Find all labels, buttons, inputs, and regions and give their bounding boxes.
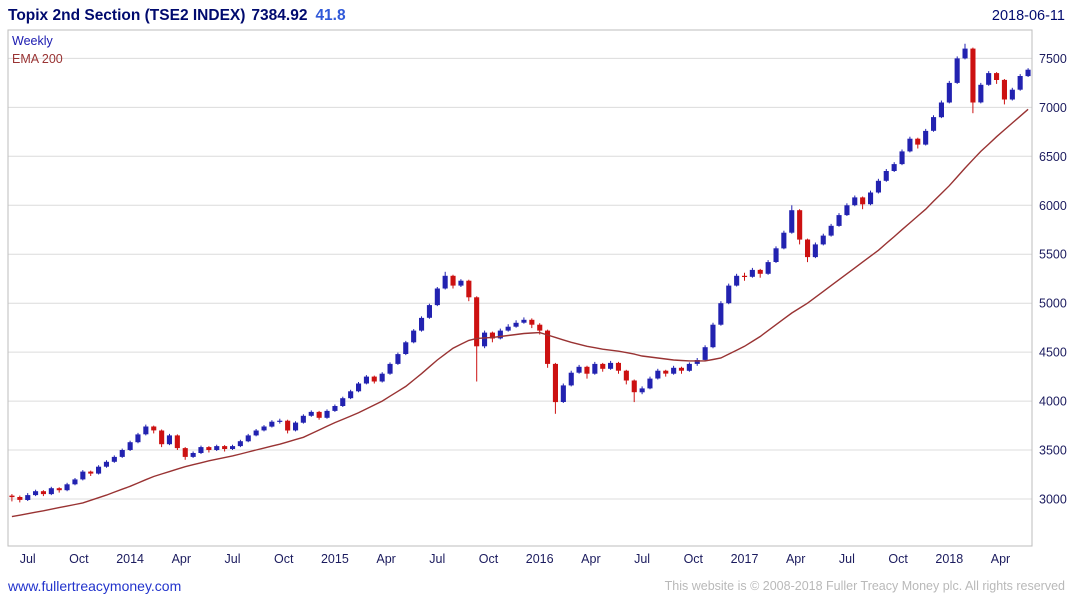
- svg-text:2014: 2014: [116, 552, 144, 566]
- svg-text:3000: 3000: [1039, 493, 1067, 507]
- svg-text:Jul: Jul: [20, 552, 36, 566]
- svg-text:Jul: Jul: [634, 552, 650, 566]
- svg-text:Oct: Oct: [888, 552, 908, 566]
- svg-text:6000: 6000: [1039, 199, 1067, 213]
- svg-text:Oct: Oct: [274, 552, 294, 566]
- svg-text:6500: 6500: [1039, 150, 1067, 164]
- svg-text:4000: 4000: [1039, 395, 1067, 409]
- svg-text:Apr: Apr: [581, 552, 600, 566]
- svg-text:Jul: Jul: [839, 552, 855, 566]
- svg-text:Oct: Oct: [479, 552, 499, 566]
- svg-text:Apr: Apr: [172, 552, 191, 566]
- title-group: Topix 2nd Section (TSE2 INDEX) 7384.92 41.…: [8, 7, 346, 25]
- svg-text:Apr: Apr: [376, 552, 395, 566]
- svg-text:7000: 7000: [1039, 101, 1067, 115]
- svg-text:Apr: Apr: [786, 552, 805, 566]
- price-change: 41.8: [315, 7, 346, 24]
- svg-text:5000: 5000: [1039, 297, 1067, 311]
- svg-text:2016: 2016: [526, 552, 554, 566]
- svg-text:Apr: Apr: [991, 552, 1010, 566]
- svg-text:3500: 3500: [1039, 444, 1067, 458]
- svg-text:Oct: Oct: [69, 552, 89, 566]
- chart-date: 2018-06-11: [991, 8, 1065, 24]
- svg-text:4500: 4500: [1039, 346, 1067, 360]
- svg-text:Oct: Oct: [684, 552, 704, 566]
- svg-text:Jul: Jul: [429, 552, 445, 566]
- page-footer: www.fullertreacymoney.com This website i…: [0, 572, 1075, 600]
- svg-text:5500: 5500: [1039, 248, 1067, 262]
- last-price: 7384.92: [251, 7, 308, 24]
- chart-title: Topix 2nd Section (TSE2 INDEX): [8, 7, 246, 24]
- chart-header: Topix 2nd Section (TSE2 INDEX) 7384.92 41.…: [8, 4, 1065, 28]
- svg-text:2018: 2018: [935, 552, 963, 566]
- copyright-text: This website is © 2008-2018 Fuller Treac…: [664, 579, 1065, 593]
- svg-text:7500: 7500: [1039, 52, 1067, 66]
- website-link[interactable]: www.fullertreacymoney.com: [8, 578, 182, 594]
- svg-text:Jul: Jul: [225, 552, 241, 566]
- svg-text:2017: 2017: [731, 552, 759, 566]
- price-chart-svg[interactable]: 3000 3500 4000 4500 5000 5500 6000 6500 7000 7500…: [0, 0, 1075, 572]
- svg-text:2015: 2015: [321, 552, 349, 566]
